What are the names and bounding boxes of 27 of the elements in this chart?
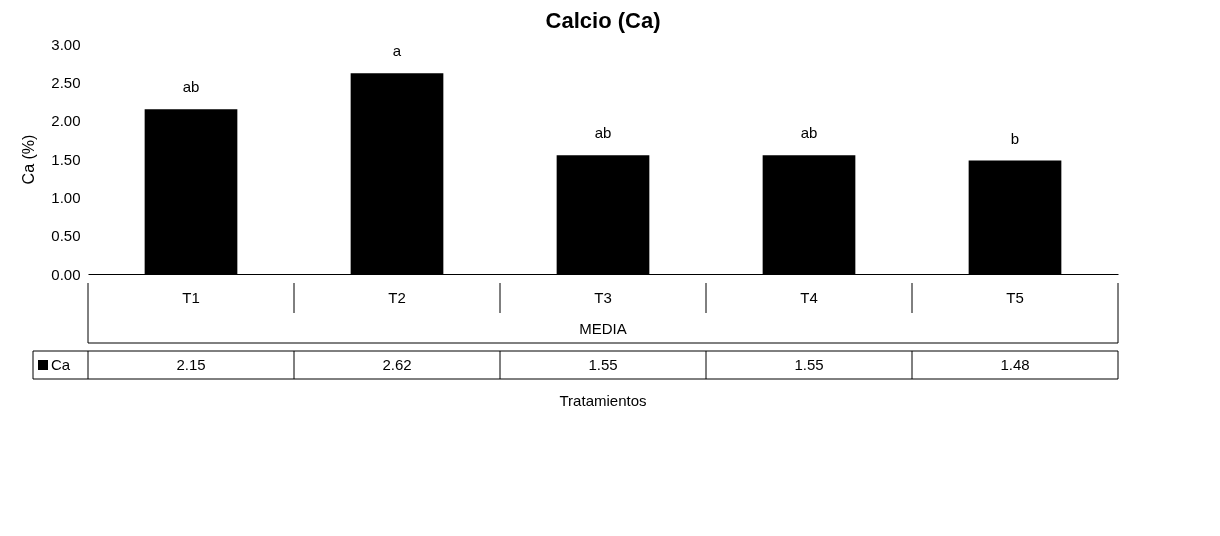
x-tick-label: T4 bbox=[800, 289, 818, 306]
annotation: ab bbox=[594, 124, 612, 142]
legend-label: Ca bbox=[51, 356, 71, 373]
x-tick-label: T1 bbox=[182, 289, 200, 306]
data-label: 1.55 bbox=[794, 356, 824, 373]
annotation: b bbox=[1010, 129, 1020, 147]
text: Tratamientos bbox=[559, 392, 647, 409]
annotation: ab bbox=[182, 78, 200, 96]
y-tick-label: 1.50 bbox=[51, 150, 81, 168]
chart-title: Calcio (Ca) bbox=[545, 8, 661, 33]
text: MEDIA bbox=[579, 320, 627, 337]
y-tick-label: 2.00 bbox=[51, 112, 81, 130]
y-tick-label: 1.00 bbox=[51, 188, 81, 206]
annotation: ab bbox=[800, 124, 818, 142]
data-label: 2.62 bbox=[382, 356, 412, 373]
y-tick-label: 3.00 bbox=[51, 35, 81, 53]
y-tick-label: 0.00 bbox=[51, 265, 81, 283]
data-label: 1.48 bbox=[1000, 356, 1030, 373]
x-tick-label: T3 bbox=[594, 289, 612, 306]
y-axis-title: Ca (%) bbox=[20, 134, 38, 185]
data-label: 1.55 bbox=[588, 356, 618, 373]
annotation: a bbox=[392, 42, 402, 60]
x-tick-label: T5 bbox=[1006, 289, 1024, 306]
y-tick-label: 2.50 bbox=[51, 73, 81, 91]
data-label: 2.15 bbox=[176, 356, 206, 373]
y-tick-label: 0.50 bbox=[51, 227, 81, 245]
x-tick-label: T2 bbox=[388, 289, 406, 306]
